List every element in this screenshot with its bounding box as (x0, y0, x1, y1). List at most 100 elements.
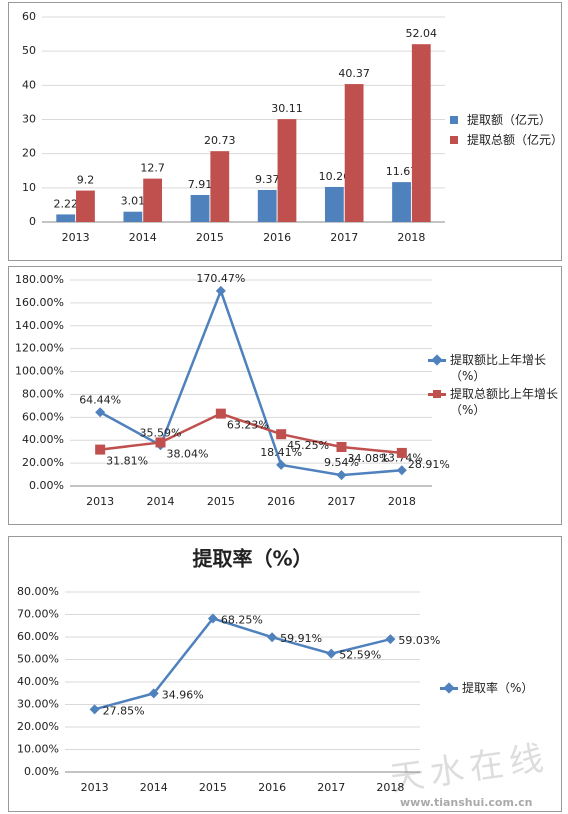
legend-swatch (445, 132, 463, 148)
y-tick-label: 60 (22, 10, 36, 23)
y-tick-label: 20.00% (17, 720, 59, 733)
y-tick-label: 10 (22, 181, 36, 194)
data-label: 27.85% (103, 704, 145, 717)
marker (385, 634, 396, 645)
chart-frame (8, 536, 562, 812)
data-label: 35.59% (140, 426, 182, 439)
line (100, 412, 402, 455)
marker (155, 437, 166, 448)
x-tick-label: 2013 (62, 231, 90, 244)
marker (95, 407, 106, 418)
data-label: 3.01 (121, 195, 146, 208)
x-tick-label: 2015 (207, 495, 235, 508)
data-label: 9.54% (324, 456, 359, 469)
y-tick-label: 80.00% (22, 387, 64, 400)
x-tick-label: 2016 (258, 781, 286, 794)
data-label: 20.73 (204, 134, 236, 147)
chart-frame (8, 266, 562, 525)
x-tick-label: 2017 (317, 781, 345, 794)
bar (277, 119, 297, 222)
y-tick-label: 40.00% (22, 433, 64, 446)
data-label: 59.03% (398, 634, 440, 647)
x-tick-label: 2018 (376, 781, 404, 794)
y-tick-label: 0.00% (24, 765, 59, 778)
y-tick-label: 40.00% (17, 675, 59, 688)
watermark-url: www.tianshui.com.cn (400, 796, 532, 809)
data-label: 7.91 (188, 178, 213, 191)
marker (326, 648, 337, 659)
data-label: 40.37 (338, 67, 370, 80)
x-tick-label: 2014 (140, 781, 168, 794)
marker (89, 704, 100, 715)
y-tick-label: 50.00% (17, 653, 59, 666)
x-tick-label: 2013 (86, 495, 114, 508)
bar (324, 186, 344, 222)
data-label: 9.37 (255, 173, 280, 186)
y-tick-label: 30 (22, 113, 36, 126)
legend-label: 提取率（%） (462, 681, 534, 695)
data-label: 34.96% (162, 688, 204, 701)
data-label: 2.22 (53, 197, 78, 210)
data-label: 64.44% (79, 393, 121, 406)
bar (344, 84, 364, 222)
data-label: 28.91% (408, 458, 450, 471)
marker (396, 447, 407, 458)
data-label: 10.26 (319, 170, 351, 183)
chart-title: 提取率（%） (192, 547, 312, 571)
marker (276, 429, 287, 440)
marker (207, 613, 218, 624)
y-tick-label: 70.00% (17, 608, 59, 621)
bar (123, 211, 143, 222)
legend-entry: 提取总额比上年增长（%） (428, 386, 558, 418)
legend-entry: 提取额比上年增长（%） (428, 352, 558, 384)
x-tick-label: 2015 (199, 781, 227, 794)
data-label: 34.08% (348, 452, 390, 465)
data-label: 59.91% (280, 632, 322, 645)
x-tick-label: 2014 (147, 495, 175, 508)
x-tick-label: 2013 (81, 781, 109, 794)
y-tick-label: 20 (22, 147, 36, 160)
y-tick-label: 120.00% (15, 342, 64, 355)
legend-label: 提取额（亿元） (467, 113, 552, 127)
bar (392, 182, 411, 222)
bar (76, 190, 95, 222)
data-label: 9.2 (77, 174, 95, 187)
y-tick-label: 180.00% (15, 273, 64, 286)
data-label: 52.04 (406, 27, 438, 40)
x-tick-label: 2016 (263, 231, 291, 244)
y-tick-label: 40 (22, 78, 36, 91)
y-tick-label: 50 (22, 44, 36, 57)
y-tick-label: 0.00% (29, 479, 64, 492)
x-tick-label: 2017 (330, 231, 358, 244)
data-label: 18.41% (260, 446, 302, 459)
y-tick-label: 20.00% (22, 456, 64, 469)
marker (336, 470, 347, 481)
data-label: 68.25% (221, 613, 263, 626)
bar (56, 214, 76, 222)
data-label: 45.25% (287, 439, 329, 452)
legend-entry: 提取额（亿元） (445, 112, 560, 128)
y-tick-label: 100.00% (15, 365, 64, 378)
legend-swatch (428, 386, 446, 402)
data-label: 170.47% (196, 272, 245, 285)
y-tick-label: 160.00% (15, 296, 64, 309)
y-tick-label: 140.00% (15, 319, 64, 332)
marker (215, 408, 226, 419)
legend-entry: 提取率（%） (440, 680, 555, 696)
legend-swatch (428, 352, 446, 368)
line (99, 287, 402, 477)
legend-entry: 提取总额（亿元） (445, 132, 563, 148)
bar (143, 178, 163, 222)
x-tick-label: 2018 (397, 231, 425, 244)
data-label: 30.11 (271, 102, 303, 115)
x-tick-label: 2016 (267, 495, 295, 508)
y-tick-label: 80.00% (17, 585, 59, 598)
data-label: 63.23% (227, 419, 269, 432)
y-tick-label: 30.00% (17, 698, 59, 711)
marker (215, 285, 226, 296)
bar (411, 44, 431, 222)
marker (95, 444, 106, 455)
bar (210, 151, 230, 222)
